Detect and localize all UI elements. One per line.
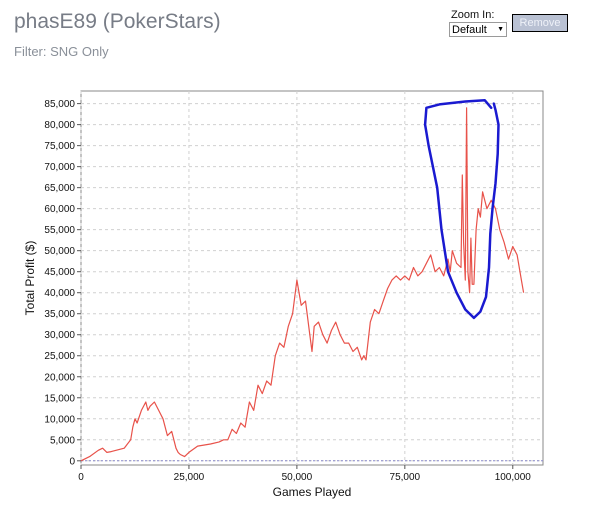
y-axis-label: Total Profit ($) bbox=[23, 241, 37, 316]
chevron-down-icon[interactable]: ▼ bbox=[497, 26, 504, 33]
x-tick-label: 75,000 bbox=[390, 472, 421, 483]
y-tick-label: 65,000 bbox=[44, 183, 75, 194]
y-tick-label: 45,000 bbox=[44, 267, 75, 278]
y-tick-label: 5,000 bbox=[50, 435, 75, 446]
y-tick-label: 20,000 bbox=[44, 372, 75, 383]
player-title: phasE89 (PokerStars) bbox=[14, 10, 221, 33]
x-tick-label: 25,000 bbox=[174, 472, 205, 483]
y-tick-label: 30,000 bbox=[44, 330, 75, 341]
y-tick-label: 10,000 bbox=[44, 414, 75, 425]
y-tick-label: 80,000 bbox=[44, 120, 75, 131]
y-tick-label: 15,000 bbox=[44, 393, 75, 404]
zoom-in-label: Zoom In: bbox=[451, 9, 495, 21]
y-tick-label: 85,000 bbox=[44, 99, 75, 110]
y-tick-label: 40,000 bbox=[44, 288, 75, 299]
y-tick-label: 35,000 bbox=[44, 309, 75, 320]
x-tick-label: 50,000 bbox=[282, 472, 313, 483]
y-tick-label: 55,000 bbox=[44, 225, 75, 236]
y-tick-label: 50,000 bbox=[44, 246, 75, 257]
y-tick-label: 25,000 bbox=[44, 351, 75, 362]
remove-button[interactable]: Remove bbox=[512, 14, 568, 32]
x-axis-label: Games Played bbox=[273, 485, 352, 499]
y-tick-label: 60,000 bbox=[44, 204, 75, 215]
annotation-circle bbox=[423, 98, 500, 320]
x-tick-label: 0 bbox=[78, 472, 84, 483]
y-tick-label: 0 bbox=[69, 456, 75, 467]
y-tick-label: 75,000 bbox=[44, 141, 75, 152]
zoom-select-value: Default bbox=[452, 24, 487, 36]
y-axis-ticks: 0 5,000 10,000 15,000 20,000 25,000 30,000 35,0… bbox=[44, 99, 81, 467]
filter-label: Filter: SNG Only bbox=[14, 44, 109, 59]
annotation-group bbox=[423, 98, 500, 320]
x-tick-label: 100,000 bbox=[495, 472, 532, 483]
profit-line bbox=[80, 107, 525, 462]
x-axis-ticks: 0 25,000 50,000 75,000 100,000 bbox=[78, 465, 531, 483]
zoom-select[interactable]: Default ▼ bbox=[449, 22, 507, 37]
y-tick-label: 70,000 bbox=[44, 162, 75, 173]
series-group bbox=[80, 107, 525, 462]
